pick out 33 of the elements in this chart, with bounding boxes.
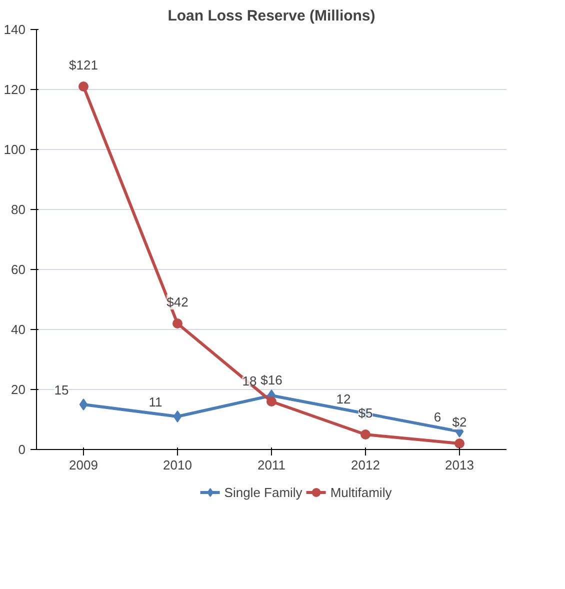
point — [454, 438, 464, 448]
y-tick-label: 100 — [4, 142, 26, 157]
point — [266, 396, 276, 406]
chart-title: Loan Loss Reserve (Millions) — [168, 8, 376, 24]
data-label: 12 — [336, 392, 351, 406]
data-label: 11 — [148, 394, 162, 410]
data-label: 18 — [242, 374, 257, 388]
legend-label: Multifamily — [330, 484, 392, 500]
y-tick-label: 120 — [4, 82, 26, 97]
data-label: $5 — [358, 406, 373, 420]
data-label: 15 — [54, 382, 69, 398]
point — [172, 318, 182, 328]
data-label: $121 — [69, 58, 98, 72]
y-tick-label: 20 — [11, 382, 26, 397]
x-tick-label: 2012 — [351, 458, 380, 472]
point — [360, 430, 370, 440]
legend-label: Single Family — [224, 484, 302, 500]
data-label: $16 — [260, 372, 282, 388]
y-tick-label: 80 — [11, 202, 26, 217]
y-tick-label: 140 — [4, 22, 26, 37]
point — [78, 82, 88, 92]
point — [173, 410, 182, 422]
data-label: $2 — [452, 414, 467, 430]
y-tick-label: 60 — [11, 262, 26, 277]
y-tick-label: 40 — [11, 322, 26, 337]
y-tick-label: 0 — [18, 442, 26, 457]
x-tick-label: 2011 — [258, 458, 286, 472]
data-label: $42 — [166, 294, 188, 310]
x-tick-label: 2010 — [163, 458, 192, 472]
data-label: 6 — [434, 410, 442, 424]
point — [79, 398, 88, 410]
x-tick-label: 2009 — [69, 458, 98, 472]
x-tick-label: 2013 — [445, 458, 474, 472]
